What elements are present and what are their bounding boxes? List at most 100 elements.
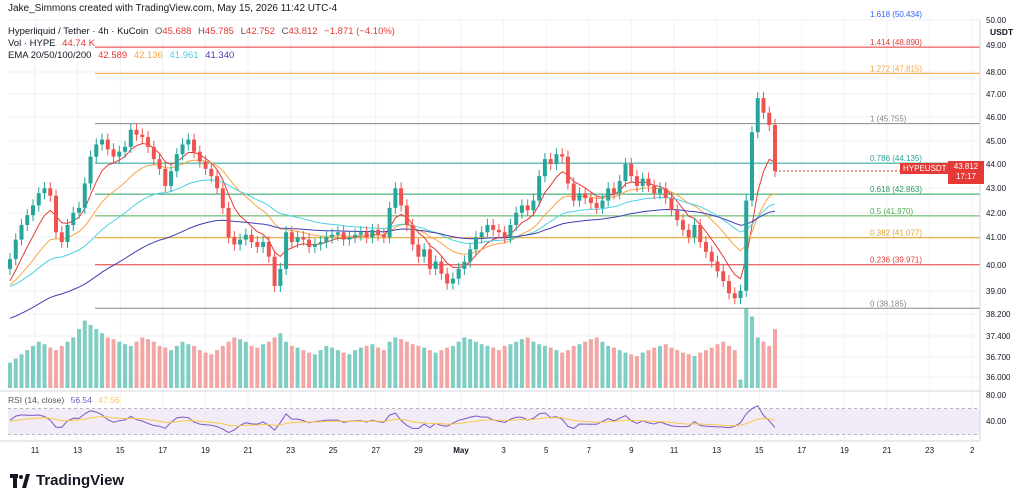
volume-bar	[600, 341, 605, 388]
candle-body	[502, 232, 507, 238]
volume-bar	[249, 345, 254, 388]
candle-body	[203, 161, 208, 169]
y-tick-label: 40.00	[986, 261, 1007, 270]
volume-bar	[709, 347, 714, 388]
candle-body	[433, 261, 438, 269]
last-price-tag: 43.812 17:17	[948, 161, 984, 184]
fib-label: 0.618 (42.863)	[870, 185, 922, 194]
candle-body	[744, 200, 749, 291]
candle-body	[456, 268, 461, 279]
candle-body	[560, 154, 565, 157]
low-label: L	[240, 26, 246, 37]
volume-bar	[54, 350, 59, 388]
rsi-line	[9, 405, 776, 434]
candle-body	[186, 139, 191, 145]
volume-bar	[399, 339, 404, 388]
volume-bar	[611, 347, 616, 388]
x-tick-label: 13	[712, 446, 721, 455]
volume-bar	[473, 341, 478, 388]
rsi-ma-value: 47.56	[98, 395, 120, 405]
candle-body	[151, 146, 156, 160]
ema-50-value: 42.136	[133, 50, 163, 61]
volume-bar	[554, 350, 559, 388]
candle-body	[629, 163, 634, 177]
volume-bar	[301, 350, 306, 388]
symbol-header: Hyperliquid / Tether · 4h · KuCoin O45.6…	[8, 26, 399, 37]
low-value: 42.752	[245, 26, 275, 37]
y-tick-label: 47.00	[986, 90, 1007, 99]
candle-body	[65, 224, 70, 243]
rsi-label: RSI (14, close)	[8, 395, 65, 405]
volume-bar	[25, 350, 30, 388]
volume-bar	[312, 354, 317, 388]
candle-body	[82, 183, 87, 208]
volume-bar	[433, 352, 438, 388]
volume-bar	[318, 350, 323, 388]
volume-bar	[307, 352, 312, 388]
candle-body	[261, 242, 266, 247]
volume-bar	[341, 352, 346, 388]
candle-body	[606, 188, 611, 201]
candle-body	[284, 232, 289, 269]
x-tick-label: 23	[925, 446, 934, 455]
volume-bar	[525, 337, 530, 388]
x-tick-label: 21	[883, 446, 892, 455]
candle-body	[146, 137, 151, 147]
x-tick-label: 25	[329, 446, 338, 455]
volume-bar	[324, 345, 329, 388]
x-tick-label: 9	[629, 446, 634, 455]
volume-bar	[376, 347, 381, 388]
candle-body	[232, 237, 237, 245]
volume-bar	[629, 354, 634, 388]
volume-bar	[548, 347, 553, 388]
fib-label: 1 (45.755)	[870, 115, 907, 124]
tradingview-logo[interactable]: TradingView	[10, 472, 124, 489]
volume-bar	[48, 347, 53, 388]
candle-body	[100, 139, 105, 145]
candle-body	[36, 193, 41, 206]
volume-bar	[330, 347, 335, 388]
volume-bar	[468, 339, 473, 388]
volume-bar	[514, 341, 519, 388]
candle-body	[48, 188, 53, 196]
candle-body	[255, 242, 260, 247]
volume-bar	[186, 344, 191, 388]
x-tick-label: 2	[970, 446, 975, 455]
ema-100-line	[9, 179, 776, 288]
candle-body	[324, 237, 329, 243]
volume-bar	[295, 347, 300, 388]
volume-bar	[284, 341, 289, 388]
fib-label: 0.236 (39.971)	[870, 256, 922, 265]
volume-bar	[680, 352, 685, 388]
candle-body	[330, 234, 335, 238]
volume-bar	[715, 344, 720, 388]
volume-bar	[634, 356, 639, 388]
fib-label: 0.382 (41.077)	[870, 229, 922, 238]
candle-body	[88, 156, 93, 184]
volume-bar	[289, 345, 294, 388]
y-tick-label: 46.00	[986, 113, 1007, 122]
y-tick-label: 37.400	[986, 332, 1011, 341]
volume-bar	[261, 344, 266, 388]
volume-bar	[571, 345, 576, 388]
volume-bar	[439, 350, 444, 388]
volume-bar	[594, 337, 599, 388]
volume-bar	[565, 350, 570, 388]
change-value: −1.871 (−4.10%)	[324, 26, 395, 37]
volume-bar	[146, 339, 151, 388]
ema-lines	[9, 142, 776, 319]
candle-body	[192, 139, 197, 152]
close-label: C	[281, 26, 289, 37]
volume-bar	[192, 345, 197, 388]
volume-bar	[226, 341, 231, 388]
volume-bar	[94, 329, 99, 388]
x-tick-label: 19	[840, 446, 849, 455]
candle-body	[749, 132, 754, 201]
volume-bar	[335, 350, 340, 388]
candle-body	[531, 200, 536, 211]
open-label: O	[154, 26, 163, 37]
candle-body	[174, 154, 179, 172]
close-value: 43.812	[288, 26, 318, 37]
volume-bar	[140, 337, 145, 388]
